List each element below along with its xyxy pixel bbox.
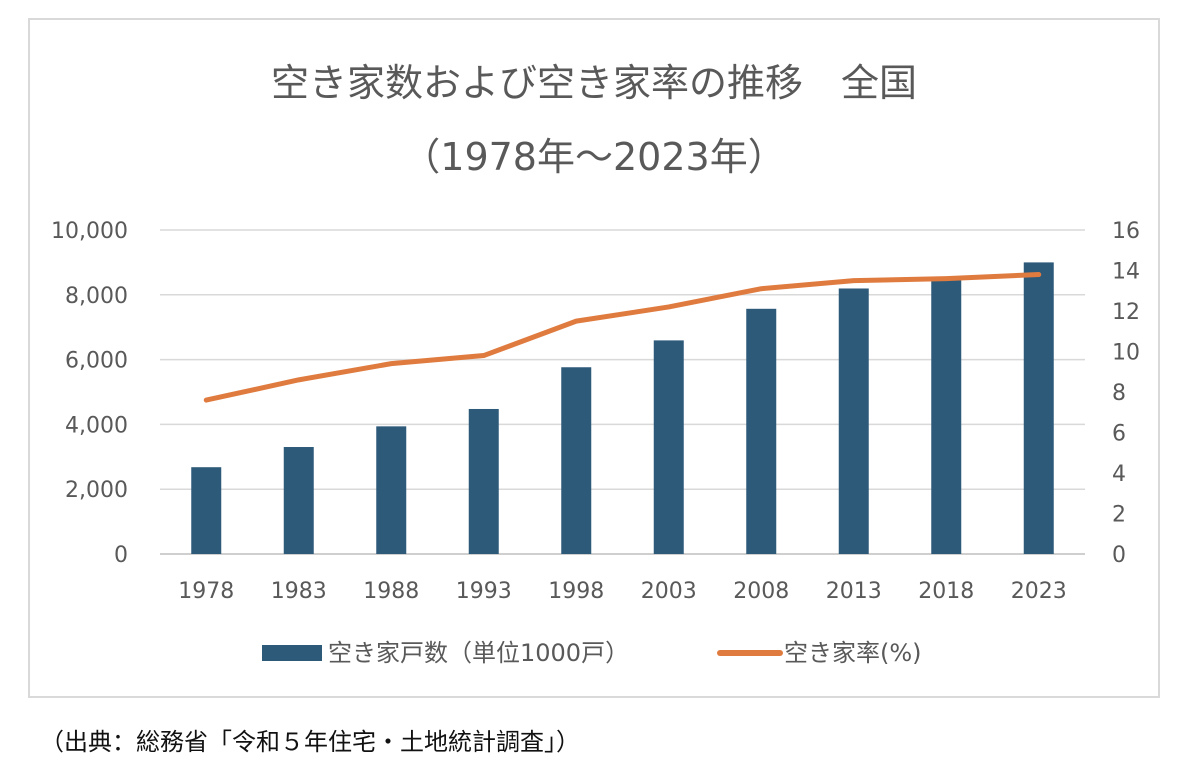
y-left-tick-label: 2,000: [65, 478, 128, 503]
bar-2018: [931, 278, 962, 554]
bar-1983: [283, 447, 314, 554]
x-tick-label: 2008: [733, 579, 789, 604]
x-tick-label: 1983: [271, 579, 327, 604]
y-right-tick-label: 14: [1112, 260, 1140, 285]
bar-2023: [1023, 262, 1054, 554]
source-note: （出典：総務省「令和５年住宅・土地統計調査」）: [40, 728, 580, 756]
bar-2008: [746, 308, 777, 554]
legend-swatch-bar: [262, 645, 322, 661]
y-left-tick-label: 4,000: [65, 413, 128, 438]
bar-2003: [653, 340, 684, 554]
y-right-tick-label: 12: [1112, 300, 1140, 325]
y-right-tick-label: 2: [1112, 503, 1126, 528]
x-tick-label: 1998: [548, 579, 604, 604]
y-right-tick-label: 6: [1112, 422, 1126, 447]
chart-frame: [28, 18, 1160, 698]
bar-1978: [191, 467, 222, 554]
x-tick-label: 2023: [1011, 579, 1067, 604]
x-tick-label: 2003: [641, 579, 697, 604]
chart-title: 空き家数および空き家率の推移 全国: [271, 61, 917, 105]
bar-1993: [468, 408, 499, 554]
y-right-tick-label: 8: [1112, 381, 1126, 406]
x-tick-label: 2013: [826, 579, 882, 604]
bar-series: [191, 262, 1054, 554]
y-left-tick-label: 8,000: [65, 284, 128, 309]
rate-line: [203, 272, 1042, 403]
x-tick-label: 1988: [363, 579, 419, 604]
y-left-tick-label: 6,000: [65, 349, 128, 374]
line-series: [203, 272, 1042, 403]
x-tick-label: 2018: [918, 579, 974, 604]
gridlines: [160, 229, 1085, 555]
axes: 0 2,000 4,000 6,000 8,000 10,000 0 2 4 6 8 10 12 14 16…: [51, 219, 1140, 604]
legend-label-line: 空き家率(%): [784, 639, 922, 667]
x-tick-label: 1993: [456, 579, 512, 604]
legend: 空き家戸数（単位1000戸） 空き家率(%): [262, 639, 922, 667]
y-right-tick-label: 10: [1112, 341, 1140, 366]
bar-1998: [561, 367, 592, 554]
y-left-tick-label: 0: [114, 543, 128, 568]
y-right-tick-label: 4: [1112, 462, 1126, 487]
y-left-tick-label: 10,000: [51, 219, 128, 244]
bar-2013: [838, 288, 869, 554]
bar-1988: [376, 426, 407, 554]
y-right-tick-label: 16: [1112, 219, 1140, 244]
y-right-tick-label: 0: [1112, 543, 1126, 568]
x-tick-label: 1978: [178, 579, 234, 604]
chart-subtitle: （1978年～2023年）: [402, 135, 785, 179]
legend-label-bar: 空き家戸数（単位1000戸）: [328, 639, 629, 667]
